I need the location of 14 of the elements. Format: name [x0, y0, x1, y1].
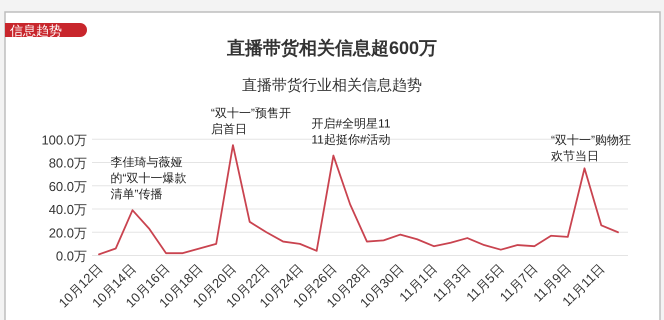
badge: 信息趋势: [5, 23, 87, 38]
y-tick-label: 0.0万: [56, 248, 87, 264]
annotation: “双十一”预售开启首日: [210, 106, 291, 136]
chart-title: 直播带货相关信息超600万: [226, 38, 438, 58]
y-tick-label: 60.0万: [48, 178, 87, 194]
annotation: 李佳琦与薇娅的“双十一爆款清单”传播: [110, 155, 186, 202]
chart-subtitle: 直播带货行业相关信息趋势: [242, 77, 422, 94]
annotation: 开启#全明星1111起挺你#活动: [311, 116, 391, 147]
y-tick-label: 80.0万: [48, 156, 87, 171]
y-tick-label: 20.0万: [48, 225, 87, 240]
annotation: “双十一”购物狂欢节当日: [551, 133, 631, 163]
line-series: [98, 144, 619, 256]
y-tick-label: 100.0万: [41, 132, 87, 148]
y-tick-label: 40.0万: [48, 202, 87, 218]
